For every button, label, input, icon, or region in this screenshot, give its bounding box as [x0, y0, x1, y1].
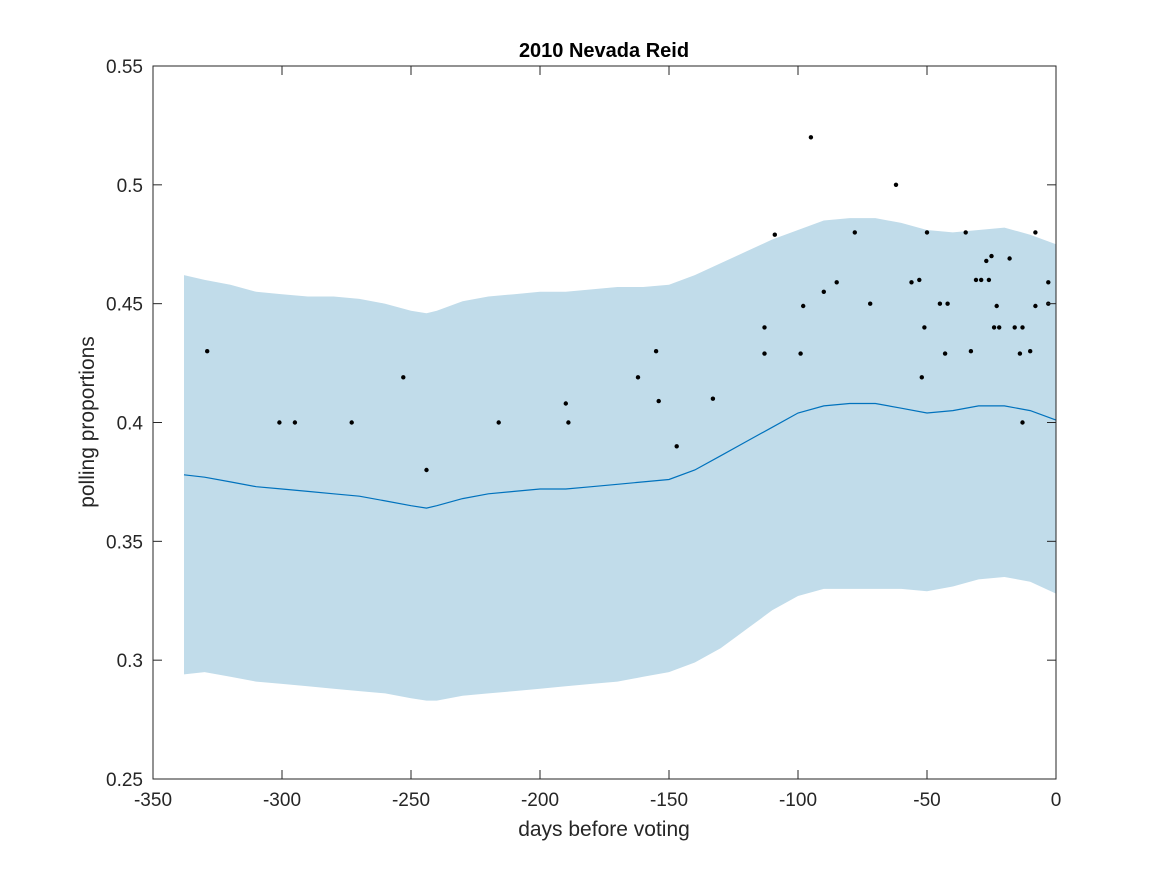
- poll-point: [924, 230, 930, 235]
- poll-point: [997, 325, 1002, 330]
- y-tick-label: 0.45: [106, 295, 143, 316]
- y-tick-label: 0.3: [117, 651, 143, 672]
- x-tick-label: -100: [779, 790, 817, 811]
- poll-point: [986, 277, 992, 283]
- poll-point: [1033, 303, 1038, 309]
- x-tick-label: -50: [913, 790, 940, 811]
- poll-point: [984, 258, 989, 264]
- x-axis-label: days before voting: [518, 818, 690, 841]
- poll-point: [991, 325, 997, 330]
- poll-point: [292, 420, 298, 425]
- poll-point: [401, 375, 406, 380]
- poll-point: [968, 349, 974, 354]
- poll-point: [979, 277, 984, 283]
- x-tick-label: -250: [392, 790, 430, 811]
- y-tick-label: 0.35: [106, 532, 143, 553]
- poll-point: [674, 444, 679, 449]
- poll-point: [277, 420, 282, 425]
- poll-point: [772, 232, 777, 237]
- poll-point: [909, 280, 914, 285]
- poll-point: [349, 420, 354, 425]
- poll-point: [945, 301, 950, 306]
- poll-point: [821, 289, 826, 294]
- poll-point: [868, 301, 873, 306]
- poll-points: [205, 135, 1051, 473]
- poll-point: [798, 351, 803, 356]
- poll-point: [919, 375, 924, 380]
- poll-point: [1020, 420, 1025, 425]
- poll-point: [653, 349, 659, 354]
- x-tick-label: -200: [521, 790, 559, 811]
- plot-area: [183, 135, 1057, 701]
- poll-point: [852, 230, 857, 235]
- poll-point: [834, 280, 839, 285]
- poll-point: [942, 351, 948, 356]
- poll-point: [937, 301, 943, 306]
- poll-point: [656, 398, 661, 404]
- x-tick-label: 0: [1051, 790, 1062, 811]
- poll-point: [205, 349, 210, 354]
- poll-point: [635, 375, 641, 380]
- poll-point: [973, 277, 979, 283]
- poll-point: [893, 182, 899, 187]
- poll-point: [1046, 280, 1051, 285]
- poll-point: [1012, 325, 1017, 330]
- poll-point: [762, 325, 767, 330]
- y-tick-label: 0.5: [117, 176, 143, 197]
- x-tick-label: -350: [134, 790, 172, 811]
- y-tick-label: 0.4: [117, 414, 144, 435]
- poll-point: [917, 277, 922, 283]
- poll-point: [566, 420, 571, 425]
- poll-point: [808, 135, 814, 140]
- poll-point: [1017, 351, 1023, 356]
- x-tick-label: -300: [263, 790, 301, 811]
- poll-point: [1028, 349, 1033, 354]
- poll-point: [994, 303, 999, 309]
- chart-title: 2010 Nevada Reid: [519, 40, 689, 62]
- mean-line: [183, 402, 1057, 509]
- poll-point: [801, 303, 806, 309]
- axis-ticks: -350 -300 -250 -200 -150 -100 -50 0 0.25 0.3 0.35 0…: [106, 57, 1061, 811]
- poll-point: [922, 325, 927, 330]
- y-axis-label: polling proportions: [76, 336, 99, 508]
- poll-point: [762, 351, 767, 356]
- x-tick-label: -150: [650, 790, 688, 811]
- poll-point: [1033, 230, 1038, 235]
- poll-point: [963, 230, 968, 235]
- poll-point: [1020, 325, 1025, 330]
- poll-point: [1007, 256, 1012, 261]
- confidence-band: [184, 218, 1056, 701]
- y-tick-label: 0.55: [106, 57, 143, 78]
- poll-point: [496, 420, 501, 425]
- poll-point: [989, 253, 994, 259]
- poll-point: [424, 467, 429, 473]
- y-tick-label: 0.25: [106, 770, 143, 791]
- poll-point: [563, 401, 568, 406]
- poll-point: [710, 396, 716, 401]
